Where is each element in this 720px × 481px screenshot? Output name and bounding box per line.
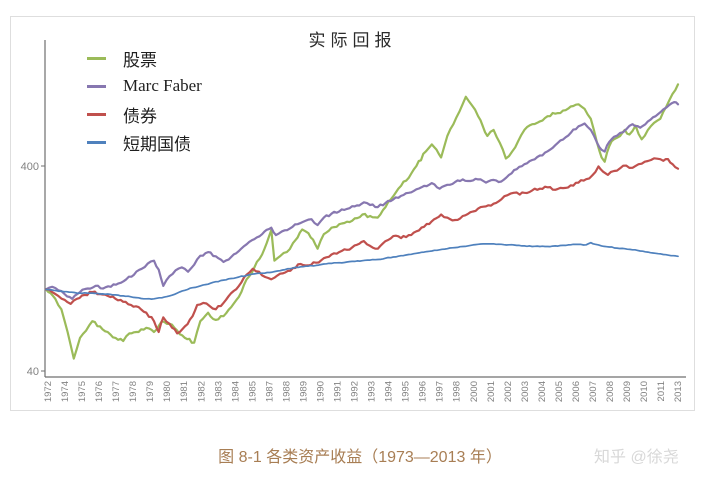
x-tick-label: 2007 <box>588 381 599 402</box>
x-tick-label: 1978 <box>128 381 139 402</box>
legend-line-swatch <box>87 84 106 88</box>
x-tick-label: 1998 <box>452 381 463 402</box>
x-tick-label: 1984 <box>230 381 241 402</box>
x-tick-label: 1980 <box>162 381 173 402</box>
y-tick-label: 400 <box>21 161 39 173</box>
x-tick-label: 1979 <box>145 381 156 402</box>
x-tick-label: 1990 <box>315 381 326 402</box>
series-line-1 <box>44 83 680 360</box>
x-tick-label: 1983 <box>213 381 224 402</box>
x-tick-label: 1975 <box>77 381 88 402</box>
x-tick-label: 1991 <box>333 381 344 402</box>
chart-title: 实际回报 <box>308 31 397 50</box>
x-tick-label: 2005 <box>554 381 565 402</box>
x-tick-label: 1988 <box>281 381 292 402</box>
series-line-4 <box>45 241 679 300</box>
legend-item-4: 短期国债 <box>87 128 202 156</box>
x-tick-label: 2013 <box>673 381 684 402</box>
legend-label: 债券 <box>123 106 157 126</box>
x-tick-label: 1987 <box>264 381 275 402</box>
legend-label: 短期国债 <box>123 134 191 154</box>
x-tick-label: 1974 <box>60 381 71 402</box>
x-tick-label: 1981 <box>179 381 190 402</box>
x-tick-label: 1995 <box>401 381 412 402</box>
x-tick-label: 2004 <box>537 381 548 402</box>
y-tick-label: 40 <box>27 366 39 378</box>
chart-figure <box>10 16 695 411</box>
x-tick-label: 1994 <box>384 381 395 402</box>
legend-item-3: 债券 <box>87 100 202 128</box>
legend-label: 股票 <box>123 50 157 70</box>
x-tick-label: 1982 <box>196 381 207 402</box>
series-line-3 <box>44 157 680 335</box>
legend-line-swatch <box>87 140 106 144</box>
x-tick-label: 1996 <box>418 381 429 402</box>
legend-item-2: Marc Faber <box>87 72 202 100</box>
x-tick-label: 2009 <box>622 381 633 402</box>
x-tick-label: 1992 <box>350 381 361 402</box>
legend-line-swatch <box>87 112 106 116</box>
watermark: 知乎 @徐尧 <box>594 449 679 466</box>
x-tick-label: 1972 <box>43 381 54 402</box>
x-tick-label: 2003 <box>520 381 531 402</box>
x-tick-label: 1997 <box>435 381 446 402</box>
x-tick-label: 1993 <box>367 381 378 402</box>
x-tick-label: 2001 <box>486 381 497 402</box>
x-tick-label: 1977 <box>111 381 122 402</box>
legend-label: Marc Faber <box>123 76 202 95</box>
x-tick-label: 2002 <box>503 381 514 402</box>
legend-line-swatch <box>87 56 106 60</box>
x-tick-label: 2011 <box>656 381 667 401</box>
x-tick-label: 2010 <box>639 381 650 402</box>
x-tick-label: 1989 <box>298 381 309 402</box>
x-tick-label: 2000 <box>469 381 480 402</box>
x-tick-label: 2006 <box>571 381 582 402</box>
figure-caption: 图 8-1 各类资产收益（1973—2013 年） <box>218 449 502 466</box>
legend: 股票 Marc Faber 债券短期国债 <box>87 44 202 156</box>
series-line-2 <box>44 101 680 300</box>
x-tick-label: 2008 <box>605 381 616 402</box>
x-tick-label: 1985 <box>247 381 258 402</box>
legend-item-1: 股票 <box>87 44 202 72</box>
x-tick-label: 1976 <box>94 381 105 402</box>
